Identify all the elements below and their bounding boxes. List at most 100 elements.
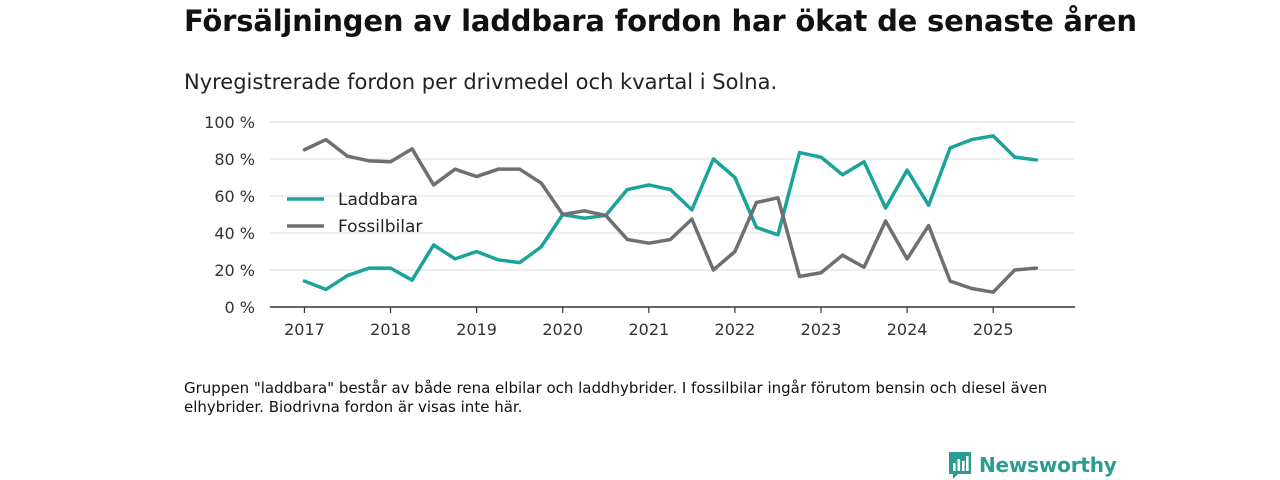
data-point-fossilbilar xyxy=(862,266,866,269)
data-point-fossilbilar xyxy=(496,167,500,171)
brand-name: Newsworthy xyxy=(979,453,1117,477)
data-point-laddbara xyxy=(733,176,737,179)
data-point-laddbara xyxy=(303,279,306,283)
data-point-fossilbilar xyxy=(346,155,349,158)
data-point-laddbara xyxy=(389,266,392,270)
data-point-fossilbilar xyxy=(324,138,328,141)
data-point-laddbara xyxy=(432,243,435,247)
data-point-fossilbilar xyxy=(992,291,995,294)
x-tick-label: 2024 xyxy=(887,320,928,339)
series-points-laddbara xyxy=(303,134,1038,291)
data-point-fossilbilar xyxy=(948,279,952,283)
data-point-laddbara xyxy=(540,245,543,249)
data-point-fossilbilar xyxy=(604,214,607,217)
data-point-laddbara xyxy=(626,188,629,191)
data-point-laddbara xyxy=(1035,158,1038,162)
data-point-fossilbilar xyxy=(841,254,844,257)
data-point-fossilbilar xyxy=(518,167,521,171)
data-point-laddbara xyxy=(970,138,973,141)
data-point-fossilbilar xyxy=(819,271,823,274)
brand-logo: Newsworthy xyxy=(948,450,1117,480)
data-point-laddbara xyxy=(755,226,758,229)
y-tick-label: 40 % xyxy=(214,224,255,243)
data-point-laddbara xyxy=(992,134,995,138)
data-point-fossilbilar xyxy=(410,147,414,151)
data-point-fossilbilar xyxy=(540,181,543,185)
data-point-fossilbilar xyxy=(583,209,586,212)
data-point-fossilbilar xyxy=(475,175,478,178)
x-tick-label: 2023 xyxy=(801,320,842,339)
data-point-laddbara xyxy=(410,278,414,282)
footnote: Gruppen "laddbara" består av både rena e… xyxy=(184,379,1048,416)
chart-subtitle: Nyregistrerade fordon per drivmedel och … xyxy=(184,70,778,94)
data-point-fossilbilar xyxy=(303,148,306,151)
data-point-fossilbilar xyxy=(905,257,909,261)
data-point-laddbara xyxy=(819,155,823,159)
grid-lines xyxy=(270,121,1075,271)
data-point-laddbara xyxy=(884,206,887,210)
series-line-fossilbilar xyxy=(302,137,1039,294)
data-point-fossilbilar xyxy=(1013,268,1016,272)
newsworthy-logo-icon xyxy=(949,452,971,479)
data-point-laddbara xyxy=(690,208,694,212)
data-point-fossilbilar xyxy=(712,268,715,272)
x-tick-label: 2020 xyxy=(542,320,583,339)
y-tick-label: 20 % xyxy=(214,261,255,280)
data-point-fossilbilar xyxy=(453,167,457,171)
data-point-laddbara xyxy=(1013,155,1016,159)
data-point-fossilbilar xyxy=(733,250,737,253)
y-axis: 0 % 20 % 40 % 60 % 80 % 100 % xyxy=(204,113,255,317)
data-point-fossilbilar xyxy=(884,219,887,223)
data-point-laddbara xyxy=(927,204,930,207)
data-point-fossilbilar xyxy=(755,201,758,204)
data-point-laddbara xyxy=(712,157,715,161)
line-chart: 0 % 20 % 40 % 60 % 80 % 100 % 2017 2018 2019 202… xyxy=(204,113,1075,339)
data-point-fossilbilar xyxy=(669,238,672,241)
y-tick-label: 80 % xyxy=(214,150,255,169)
data-point-fossilbilar xyxy=(389,160,392,163)
data-point-fossilbilar xyxy=(690,217,694,221)
data-point-fossilbilar xyxy=(367,159,371,163)
data-point-fossilbilar xyxy=(626,238,629,241)
x-tick-label: 2018 xyxy=(370,320,411,339)
data-point-fossilbilar xyxy=(1035,266,1038,270)
data-point-fossilbilar xyxy=(798,275,801,278)
legend: Laddbara Fossilbilar xyxy=(287,190,422,237)
data-point-laddbara xyxy=(518,261,521,264)
data-point-fossilbilar xyxy=(970,287,973,290)
data-point-fossilbilar xyxy=(927,224,930,227)
x-tick-label: 2021 xyxy=(628,320,669,339)
data-point-laddbara xyxy=(496,258,500,262)
data-point-laddbara xyxy=(669,188,672,191)
data-point-laddbara xyxy=(948,146,952,150)
series-lines xyxy=(302,134,1039,294)
data-point-laddbara xyxy=(346,274,349,277)
data-point-laddbara xyxy=(367,266,371,270)
data-point-laddbara xyxy=(776,233,780,237)
y-tick-label: 0 % xyxy=(225,298,255,317)
data-point-fossilbilar xyxy=(776,196,780,200)
data-point-laddbara xyxy=(905,168,909,172)
data-point-laddbara xyxy=(798,151,801,154)
chart-title: Försäljningen av laddbara fordon har öka… xyxy=(184,4,1137,38)
x-axis: 2017 2018 2019 2020 2021 2022 2023 2024 2025 xyxy=(270,306,1075,339)
legend-label-fossilbilar: Fossilbilar xyxy=(338,217,422,237)
legend-label-laddbara: Laddbara xyxy=(338,190,418,210)
data-point-fossilbilar xyxy=(561,213,564,216)
data-point-laddbara xyxy=(453,257,457,261)
x-tick-label: 2022 xyxy=(715,320,756,339)
data-point-laddbara xyxy=(862,160,866,163)
x-tick-label: 2019 xyxy=(456,320,497,339)
y-tick-label: 60 % xyxy=(214,187,255,206)
x-tick-label: 2017 xyxy=(284,320,325,339)
data-point-laddbara xyxy=(475,250,478,253)
data-point-laddbara xyxy=(583,217,586,220)
data-point-fossilbilar xyxy=(647,241,651,245)
data-point-laddbara xyxy=(841,173,844,176)
x-tick-label: 2025 xyxy=(973,320,1014,339)
series-points-fossilbilar xyxy=(303,138,1038,294)
y-tick-label: 100 % xyxy=(204,113,255,132)
data-point-laddbara xyxy=(647,183,651,187)
data-point-fossilbilar xyxy=(432,183,435,187)
data-point-laddbara xyxy=(324,288,328,291)
